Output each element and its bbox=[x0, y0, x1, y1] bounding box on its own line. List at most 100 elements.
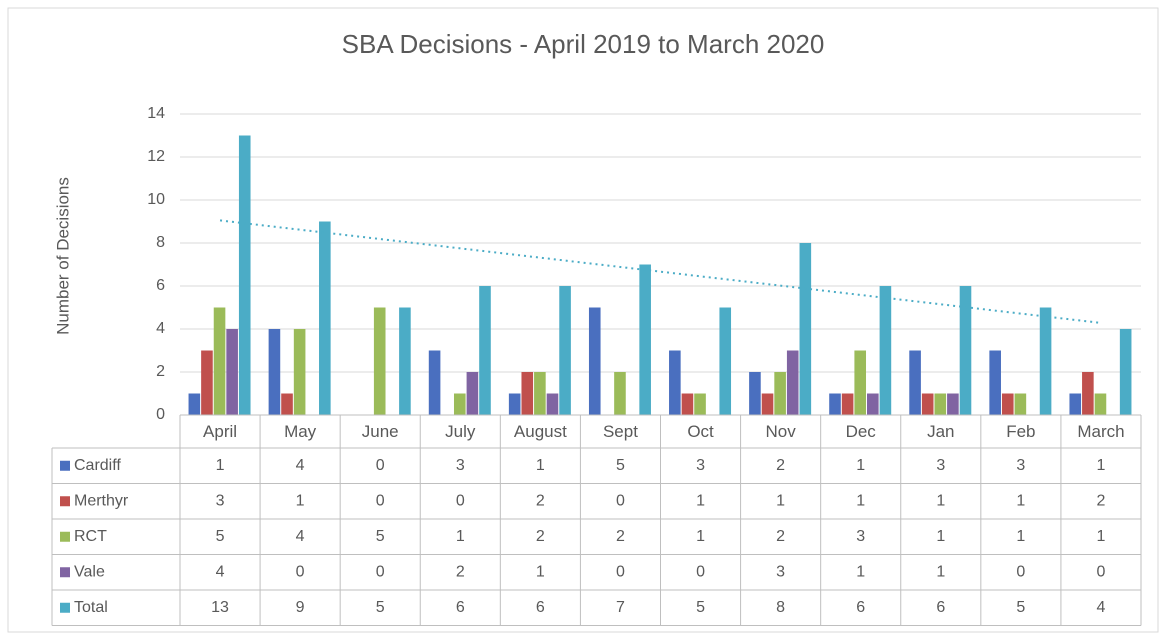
bar bbox=[786, 350, 799, 415]
bar bbox=[799, 243, 812, 415]
bar bbox=[681, 393, 694, 415]
table-value: 1 bbox=[216, 457, 225, 474]
bar bbox=[268, 329, 281, 415]
x-tick-label: Jan bbox=[927, 422, 954, 441]
table-value: 1 bbox=[536, 457, 545, 474]
bar bbox=[521, 372, 534, 415]
table-value: 4 bbox=[1097, 599, 1106, 616]
bar bbox=[1069, 393, 1082, 415]
bar bbox=[281, 393, 293, 415]
legend-label: Merthyr bbox=[74, 492, 129, 509]
x-tick-label: June bbox=[362, 422, 399, 441]
table-value: 0 bbox=[296, 563, 305, 580]
bar bbox=[373, 307, 386, 415]
bar bbox=[1039, 307, 1052, 415]
bar bbox=[1001, 393, 1014, 415]
bar bbox=[989, 350, 1001, 415]
table-value: 4 bbox=[296, 528, 305, 545]
table-value: 3 bbox=[856, 528, 865, 545]
bar bbox=[694, 393, 706, 415]
table-value: 1 bbox=[1097, 457, 1106, 474]
table-value: 9 bbox=[296, 599, 305, 616]
bar bbox=[639, 264, 651, 415]
bar bbox=[479, 286, 491, 415]
y-tick-label: 0 bbox=[156, 406, 165, 423]
legend-label: Total bbox=[74, 599, 108, 616]
y-tick-label: 4 bbox=[156, 320, 165, 337]
x-tick-label: Oct bbox=[687, 422, 714, 441]
table-value: 4 bbox=[296, 457, 305, 474]
table-value: 5 bbox=[216, 528, 225, 545]
legend-label: RCT bbox=[74, 528, 107, 545]
table-value: 1 bbox=[1016, 492, 1025, 509]
table-value: 0 bbox=[376, 457, 385, 474]
bar bbox=[719, 307, 732, 415]
legend-key bbox=[60, 567, 70, 578]
table-value: 3 bbox=[1016, 457, 1025, 474]
bar bbox=[453, 393, 466, 415]
bar bbox=[774, 372, 786, 415]
y-tick-label: 6 bbox=[156, 277, 165, 294]
table-value: 2 bbox=[536, 492, 545, 509]
bar bbox=[614, 372, 626, 415]
bar bbox=[934, 393, 947, 415]
table-value: 6 bbox=[936, 599, 945, 616]
bar bbox=[1014, 393, 1027, 415]
table-value: 2 bbox=[616, 528, 625, 545]
table-value: 5 bbox=[376, 528, 385, 545]
bar bbox=[909, 350, 921, 415]
table-value: 7 bbox=[616, 599, 625, 616]
bar bbox=[293, 329, 306, 415]
table-value: 2 bbox=[1097, 492, 1106, 509]
bar bbox=[867, 393, 879, 415]
y-tick-label: 14 bbox=[147, 105, 165, 122]
y-tick-label: 12 bbox=[147, 148, 165, 165]
bar bbox=[508, 393, 521, 415]
bar bbox=[213, 307, 226, 415]
table-value: 1 bbox=[936, 563, 945, 580]
bar bbox=[226, 329, 238, 415]
bar bbox=[1082, 372, 1094, 415]
table-value: 4 bbox=[216, 563, 225, 580]
x-tick-label: April bbox=[203, 422, 237, 441]
x-tick-label: Sept bbox=[603, 422, 638, 441]
bar bbox=[534, 372, 546, 415]
bar bbox=[854, 350, 867, 415]
bar bbox=[749, 372, 761, 415]
bar bbox=[319, 221, 331, 415]
table-value: 1 bbox=[456, 528, 465, 545]
table-value: 5 bbox=[1016, 599, 1025, 616]
bar bbox=[428, 350, 441, 415]
table-value: 5 bbox=[616, 457, 625, 474]
table-value: 2 bbox=[536, 528, 545, 545]
legend-key bbox=[60, 602, 70, 613]
table-value: 1 bbox=[856, 563, 865, 580]
x-tick-label: May bbox=[284, 422, 317, 441]
bar bbox=[238, 135, 251, 415]
table-value: 0 bbox=[696, 563, 705, 580]
bar bbox=[588, 307, 601, 415]
table-value: 1 bbox=[776, 492, 785, 509]
table-value: 3 bbox=[216, 492, 225, 509]
table-value: 0 bbox=[1097, 563, 1106, 580]
table-value: 1 bbox=[1097, 528, 1106, 545]
table-value: 2 bbox=[776, 528, 785, 545]
bar bbox=[921, 393, 934, 415]
table-value: 6 bbox=[456, 599, 465, 616]
table-value: 2 bbox=[776, 457, 785, 474]
bar bbox=[879, 286, 892, 415]
bar bbox=[546, 393, 559, 415]
table-value: 3 bbox=[776, 563, 785, 580]
bar bbox=[959, 286, 972, 415]
bar bbox=[829, 393, 841, 415]
bar bbox=[201, 350, 213, 415]
table-value: 0 bbox=[616, 563, 625, 580]
table-value: 3 bbox=[936, 457, 945, 474]
table-value: 1 bbox=[696, 492, 705, 509]
y-tick-label: 8 bbox=[156, 234, 165, 251]
table-value: 0 bbox=[376, 492, 385, 509]
table-value: 1 bbox=[856, 457, 865, 474]
table-value: 0 bbox=[616, 492, 625, 509]
table-value: 1 bbox=[296, 492, 305, 509]
